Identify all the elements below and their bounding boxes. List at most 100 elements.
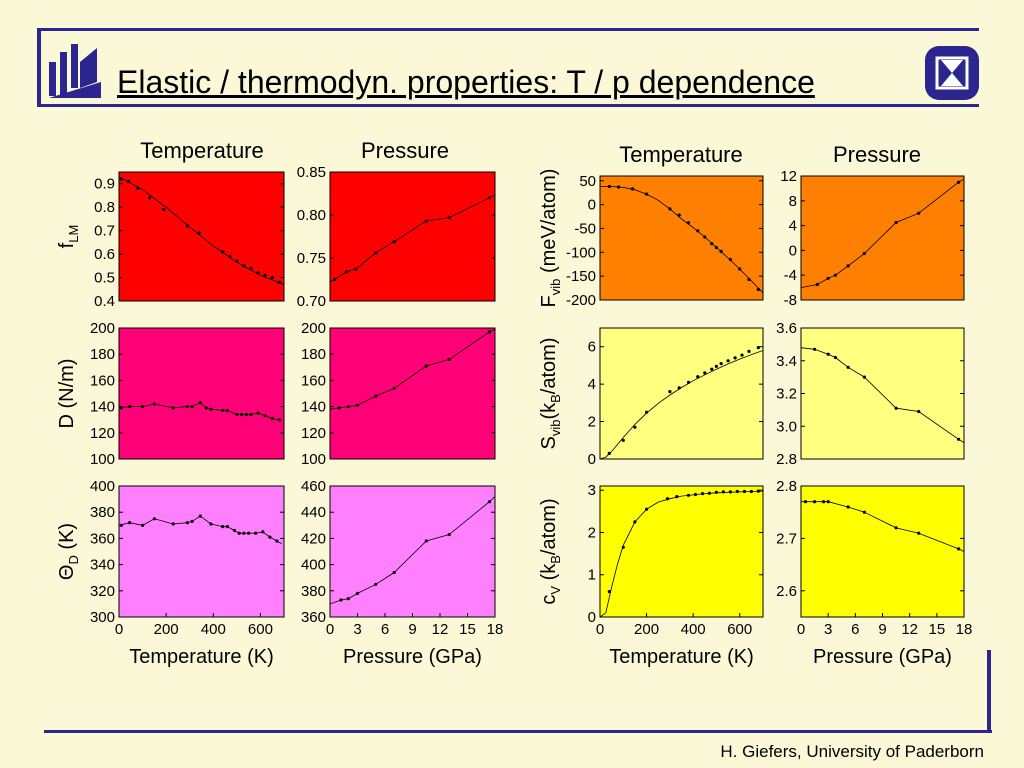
plot-area bbox=[118, 327, 285, 460]
y-tick-label: 400 bbox=[301, 557, 326, 574]
y-tick-label: 2.8 bbox=[776, 451, 797, 468]
data-point bbox=[346, 597, 350, 601]
data-point bbox=[862, 251, 867, 256]
data-point bbox=[374, 251, 378, 255]
plot-area bbox=[599, 485, 764, 618]
data-point bbox=[244, 412, 248, 417]
x-tick-label: 0 bbox=[115, 621, 123, 638]
data-point bbox=[249, 266, 253, 270]
y-tick-label: 120 bbox=[301, 425, 326, 442]
data-point bbox=[862, 375, 867, 379]
data-point bbox=[228, 254, 232, 258]
y-tick-label: 0 bbox=[588, 197, 596, 214]
data-point bbox=[846, 264, 850, 268]
data-point bbox=[686, 221, 691, 225]
data-point bbox=[621, 438, 625, 442]
y-tick-label: 100 bbox=[90, 451, 115, 468]
y-tick-label: 0.4 bbox=[94, 293, 115, 310]
y-tick-label: 380 bbox=[301, 583, 326, 600]
data-point bbox=[714, 364, 719, 368]
column-header: Temperature bbox=[619, 142, 743, 167]
data-point bbox=[665, 497, 670, 501]
university-emblem-icon bbox=[925, 46, 979, 100]
plot-area bbox=[800, 175, 965, 301]
data-point bbox=[263, 273, 267, 277]
data-point bbox=[645, 192, 649, 196]
y-tick-label: 100 bbox=[301, 451, 326, 468]
x-tick-label: 6 bbox=[851, 621, 859, 638]
data-point bbox=[256, 271, 260, 275]
y-tick-label: 8 bbox=[789, 193, 797, 210]
chart-panel-9: 2.8 3.0 3.2 3.4 3.6 bbox=[776, 320, 965, 468]
chart-panel-2: 100 120 140 160 180 200 D (N/m) bbox=[56, 320, 285, 468]
y-tick-label: 2 bbox=[588, 524, 596, 541]
data-point bbox=[190, 519, 194, 524]
plot-area bbox=[329, 485, 496, 618]
x-tick-label: 400 bbox=[201, 621, 226, 638]
data-point bbox=[374, 582, 378, 586]
data-point bbox=[846, 505, 850, 509]
data-point bbox=[119, 177, 123, 181]
data-point bbox=[128, 405, 132, 409]
data-point bbox=[668, 207, 672, 211]
y-tick-label: 0.80 bbox=[297, 207, 326, 224]
data-point bbox=[747, 277, 751, 282]
y-axis-label: D (N/m) bbox=[56, 359, 78, 429]
data-point bbox=[392, 240, 396, 244]
plot-area bbox=[329, 327, 496, 460]
x-tick-label: 6 bbox=[381, 621, 389, 638]
data-point bbox=[247, 531, 251, 535]
data-point bbox=[833, 355, 838, 360]
data-point bbox=[148, 196, 152, 200]
y-axis-label: fLM bbox=[56, 225, 81, 249]
y-axis-label: Svib(kB/atom) bbox=[538, 338, 563, 450]
y-tick-label: 4 bbox=[789, 218, 797, 235]
data-point bbox=[696, 375, 700, 379]
footer-credit: H. Giefers, University of Paderborn bbox=[720, 742, 984, 761]
data-point bbox=[862, 510, 867, 514]
y-tick-label: 0.5 bbox=[94, 270, 115, 287]
data-point bbox=[240, 412, 244, 417]
data-point bbox=[607, 590, 611, 594]
data-point bbox=[128, 521, 132, 525]
data-point bbox=[119, 406, 123, 410]
data-point bbox=[204, 406, 208, 410]
data-point bbox=[607, 451, 611, 455]
data-point bbox=[263, 414, 267, 418]
chart-panel-8: 0 2 4 6 Svib(kB/atom) bbox=[538, 327, 764, 468]
data-point bbox=[826, 276, 830, 280]
data-point bbox=[703, 235, 707, 239]
data-point bbox=[198, 401, 202, 405]
x-axis-label: Temperature (K) bbox=[129, 646, 274, 668]
data-point bbox=[487, 330, 492, 334]
x-tick-label: 600 bbox=[248, 621, 273, 638]
y-tick-label: -200 bbox=[566, 292, 596, 309]
y-tick-label: 3 bbox=[588, 482, 596, 499]
y-tick-label: 0.6 bbox=[94, 246, 115, 263]
y-tick-label: 200 bbox=[301, 320, 326, 337]
data-point bbox=[917, 531, 921, 535]
fit-curve bbox=[600, 186, 763, 294]
chart-panel-1: 0.70 0.75 0.80 0.85 Pressure bbox=[297, 138, 496, 310]
x-tick-label: 200 bbox=[634, 621, 659, 638]
data-point bbox=[424, 219, 428, 223]
data-point bbox=[917, 211, 921, 215]
data-point bbox=[710, 367, 714, 371]
data-point bbox=[268, 535, 272, 539]
data-point bbox=[275, 539, 279, 543]
x-tick-label: 9 bbox=[878, 621, 886, 638]
data-point bbox=[225, 408, 229, 413]
x-tick-label: 3 bbox=[353, 621, 361, 638]
data-point bbox=[742, 489, 747, 494]
x-tick-label: 15 bbox=[459, 621, 476, 638]
data-point bbox=[447, 532, 451, 537]
y-axis-label: cV (kB/atom) bbox=[538, 498, 563, 604]
chart-panel-5: 360 380 400 420 440 460 0 3 6 9 12 15 18 Pressure (GP… bbox=[301, 478, 503, 668]
y-tick-label: 160 bbox=[301, 372, 326, 389]
y-tick-label: 2.7 bbox=[776, 530, 797, 547]
data-point bbox=[957, 547, 961, 551]
data-point bbox=[185, 405, 189, 409]
data-point bbox=[707, 491, 712, 495]
data-point bbox=[190, 405, 194, 409]
